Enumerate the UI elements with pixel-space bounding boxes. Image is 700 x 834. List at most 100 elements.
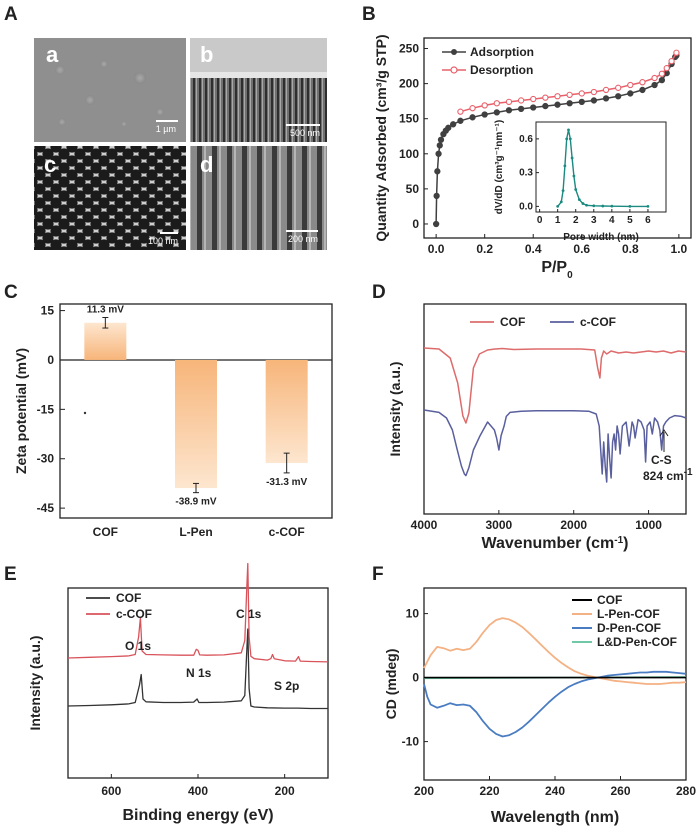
x-axis-label: Wavenumber (cm-1)	[481, 535, 628, 553]
x-tick-label: L-Pen	[179, 525, 212, 539]
data-point	[673, 49, 680, 56]
inset-data-point	[646, 204, 650, 208]
legend-adsorption: Adsorption	[470, 45, 534, 59]
x-tick-label: 1000	[635, 518, 662, 532]
legend-cof: COF	[116, 591, 141, 605]
c-s-annotation: C-S 824 cm-1	[643, 429, 693, 484]
data-point	[639, 79, 646, 86]
data-point	[566, 91, 573, 98]
data-point	[658, 76, 666, 84]
data-point	[615, 93, 622, 100]
x-axis-label: Wavelength (nm)	[491, 809, 619, 826]
data-point	[627, 90, 634, 97]
y-tick-label: -45	[37, 501, 55, 515]
data-point	[517, 97, 525, 104]
x-tick-label: 200	[275, 784, 295, 798]
x-tick-label: 2000	[560, 518, 587, 532]
inset-x-tick-label: 6	[645, 215, 651, 226]
data-point	[668, 58, 675, 65]
data-point	[542, 94, 549, 101]
legend-c-cof: c-COF	[116, 607, 152, 621]
y-tick-label: 200	[399, 77, 419, 91]
data-point	[530, 104, 537, 111]
y-axis-label: Intensity (a.u.)	[27, 636, 43, 731]
inset-y-tick-label: 0.3	[519, 168, 533, 179]
legend-label-l-pen-cof: L-Pen-COF	[597, 607, 660, 621]
data-point	[435, 150, 442, 157]
stray-dot	[83, 411, 87, 415]
inset-y-label: dV/dD (cm³g⁻¹nm⁻¹)	[494, 120, 505, 214]
y-tick-label: 50	[406, 182, 420, 196]
data-point	[445, 124, 452, 131]
legend-marker	[451, 49, 457, 55]
inset-x-label: Pore width (nm)	[563, 232, 639, 243]
data-point	[590, 88, 598, 96]
legend-label-cof: COF	[597, 593, 622, 607]
peak-label-c1s: C 1s	[236, 607, 262, 621]
x-tick-label: 200	[414, 784, 434, 798]
series-line-l-pen-cof	[423, 617, 687, 685]
panel-label-d: D	[372, 282, 386, 303]
inset-data-point	[559, 200, 563, 204]
data-point	[433, 192, 440, 200]
x-tick-label: COF	[93, 525, 118, 539]
inset-data-point	[570, 156, 574, 160]
data-point	[434, 168, 441, 175]
series-group	[67, 562, 329, 710]
inset-data-point	[581, 202, 585, 205]
x-tick-label: 260	[610, 784, 630, 798]
series-line-cof	[423, 347, 687, 424]
panel-a-sem-images: a 1 µm b 500 nm c 100 nm d 200 nm	[34, 38, 327, 250]
series-group	[432, 49, 680, 228]
data-point	[615, 84, 622, 91]
x-tick-label: 280	[676, 784, 696, 798]
nanochannel-array	[190, 78, 327, 142]
data-point	[530, 95, 537, 103]
inset-x-tick-label: 4	[609, 215, 615, 226]
annotation-wavenumber: 824 cm-1	[643, 467, 693, 484]
data-point	[437, 136, 445, 143]
sem-letter-b: b	[200, 42, 213, 67]
data-label: -38.9 mV	[175, 497, 216, 508]
x-axis-label: Binding energy (eV)	[122, 807, 273, 824]
panel-label-b: B	[362, 4, 376, 25]
data-point	[505, 98, 513, 106]
inset-frame	[535, 121, 667, 213]
inset-psd-chart: 0 1 2 3 4 5 6 0.0 0.3 0.6 Pore width (nm) dV/dD (…	[494, 120, 667, 243]
y-tick-label: 250	[399, 42, 419, 56]
axis-ticks: 600 400 200	[101, 774, 295, 798]
pore-array	[34, 146, 186, 250]
inset-data-point	[567, 128, 570, 132]
data-point	[566, 100, 573, 107]
series-line-d-pen-cof	[423, 670, 687, 738]
data-point	[481, 102, 488, 109]
sem-letter-a: a	[46, 42, 59, 67]
y-tick-label: -10	[402, 735, 420, 749]
inset-data-point	[563, 164, 567, 168]
legend: Adsorption Desorption	[442, 45, 534, 77]
data-point	[639, 86, 646, 94]
x-tick-label: 4000	[411, 518, 438, 532]
axis-ticks: 4000 3000 2000 1000	[411, 510, 662, 532]
inset-x-tick-label: 2	[573, 215, 579, 226]
panel-e-xps-chart: 600 400 200 Binding energy (eV) Intensity …	[27, 562, 329, 824]
panel-f-cd-chart: 200 220 240 260 280 10 0 -10 Wavelength (nm) CD…	[383, 587, 696, 826]
data-point	[436, 142, 443, 149]
y-axis-label: Quantity Adsorbed (cm³/g STP)	[373, 34, 389, 241]
panel-d-ftir-chart: 4000 3000 2000 1000 Wavenumber (cm-1) Inten…	[387, 303, 693, 553]
legend-marker	[450, 66, 458, 74]
scale-label-c: 100 nm	[148, 236, 178, 246]
inset-data-point	[565, 137, 569, 141]
panel-c-zeta-chart: 15 0 -15 -30 -45 11.3 mV COF -38.9 mV L-Pen -31.…	[13, 303, 333, 539]
data-point	[602, 86, 610, 94]
arrow-icon	[659, 429, 669, 437]
data-point	[578, 90, 585, 97]
y-tick-label: -30	[37, 452, 55, 466]
panel-label-c: C	[4, 282, 18, 303]
inset-data-point	[601, 204, 605, 208]
legend-label-d-pen-cof: D-Pen-COF	[597, 621, 661, 635]
inset-data-point	[568, 137, 572, 141]
